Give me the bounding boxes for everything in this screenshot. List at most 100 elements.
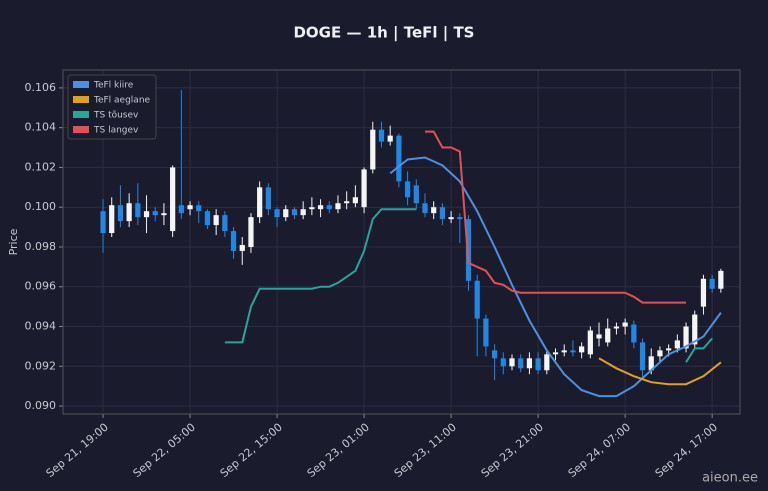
candle-body <box>491 350 498 359</box>
legend-swatch <box>73 81 89 88</box>
candle-body <box>196 205 202 212</box>
candle-body <box>422 203 428 214</box>
candle-body <box>404 181 411 198</box>
legend-swatch <box>73 111 89 118</box>
candle-body <box>213 215 219 226</box>
candle-body <box>291 209 298 216</box>
y-tick-label: 0.094 <box>25 320 57 333</box>
candle-body <box>457 217 463 220</box>
y-tick-label: 0.096 <box>25 280 57 293</box>
candle-body <box>265 187 271 210</box>
candle-body <box>170 167 176 232</box>
legend-swatch <box>73 126 89 133</box>
candle-body <box>117 205 124 222</box>
candle-body <box>700 278 707 307</box>
candle-body <box>100 211 106 234</box>
candle-body <box>613 326 620 329</box>
y-tick-label: 0.090 <box>25 399 57 412</box>
y-tick-label: 0.104 <box>25 121 57 134</box>
candle-body <box>126 203 132 222</box>
plot-frame <box>62 69 741 415</box>
candle-body <box>605 328 611 343</box>
candle-body <box>439 207 446 220</box>
line-series <box>598 357 722 386</box>
y-tick-label: 0.098 <box>25 240 57 253</box>
candle-body <box>413 185 419 204</box>
line-series <box>224 208 713 363</box>
candle-body <box>692 314 698 345</box>
candle-body <box>257 187 263 218</box>
candle-body <box>344 201 350 204</box>
candle-body <box>370 129 376 170</box>
y-tick-label: 0.106 <box>25 81 57 94</box>
candle-body <box>204 211 211 226</box>
candle-body <box>657 350 663 357</box>
candle-body <box>718 270 724 289</box>
candle-body <box>361 169 367 208</box>
candle-body <box>483 318 489 347</box>
y-tick-label: 0.102 <box>25 160 57 173</box>
legend-label: TS langev <box>93 126 139 136</box>
candle-body <box>622 322 628 327</box>
y-tick-label: 0.100 <box>25 200 57 213</box>
chart-title: DOGE — 1h | TeFl | TS <box>293 24 474 43</box>
y-tick-label: 0.092 <box>25 359 57 372</box>
candle-body <box>596 334 602 339</box>
candle-body <box>239 244 245 251</box>
candle-body <box>248 217 254 247</box>
candle-body <box>143 211 150 218</box>
candle-body <box>526 358 533 369</box>
candle-body <box>587 330 593 355</box>
candle-body <box>161 213 167 216</box>
candle-body <box>352 197 358 204</box>
candle-body <box>570 350 576 353</box>
line-series <box>425 130 686 304</box>
candle-body <box>639 342 646 371</box>
candle-body <box>378 129 385 142</box>
candle-body <box>274 209 280 218</box>
legend-label: TeFl kiire <box>93 81 134 91</box>
candle-body <box>431 207 437 214</box>
candle-body <box>222 215 228 232</box>
candle-body <box>335 203 341 210</box>
candle-body <box>474 280 480 319</box>
legend: TeFl kiire TeFl aeglane TS tõusev TS langev <box>67 74 157 140</box>
candle-body <box>387 135 393 142</box>
candle-body <box>518 358 524 369</box>
legend-swatch <box>73 96 89 103</box>
candle-body <box>535 358 541 371</box>
candle-body <box>448 217 454 220</box>
candle-body <box>326 205 332 210</box>
candle-body <box>396 135 402 182</box>
y-axis-label: Price <box>7 228 20 255</box>
candle-body <box>552 352 559 355</box>
candle-body <box>309 207 315 210</box>
candle-body <box>683 326 689 349</box>
candle-body <box>317 205 324 210</box>
legend-label: TeFl aeglane <box>93 96 151 106</box>
candle-body <box>230 231 237 251</box>
line-series <box>389 156 722 398</box>
candle-body <box>187 205 193 210</box>
candle-body <box>648 356 654 371</box>
candle-body <box>152 211 158 216</box>
candle-body <box>109 205 115 234</box>
watermark: aieon.ee <box>702 471 758 486</box>
candle-body <box>674 340 680 349</box>
candle-body <box>300 209 306 216</box>
candle-body <box>631 324 637 343</box>
legend-label: TS tõusev <box>93 111 139 121</box>
candle-body <box>178 205 184 214</box>
candle-body <box>509 358 515 367</box>
candle-body <box>561 350 567 353</box>
candle-body <box>666 348 672 351</box>
candle-body <box>709 278 715 289</box>
candle-body <box>500 358 506 367</box>
candle-body <box>465 219 472 281</box>
candle-body <box>579 346 585 353</box>
candle-body <box>544 354 550 371</box>
candle-body <box>283 209 289 218</box>
legend-box <box>67 74 157 140</box>
